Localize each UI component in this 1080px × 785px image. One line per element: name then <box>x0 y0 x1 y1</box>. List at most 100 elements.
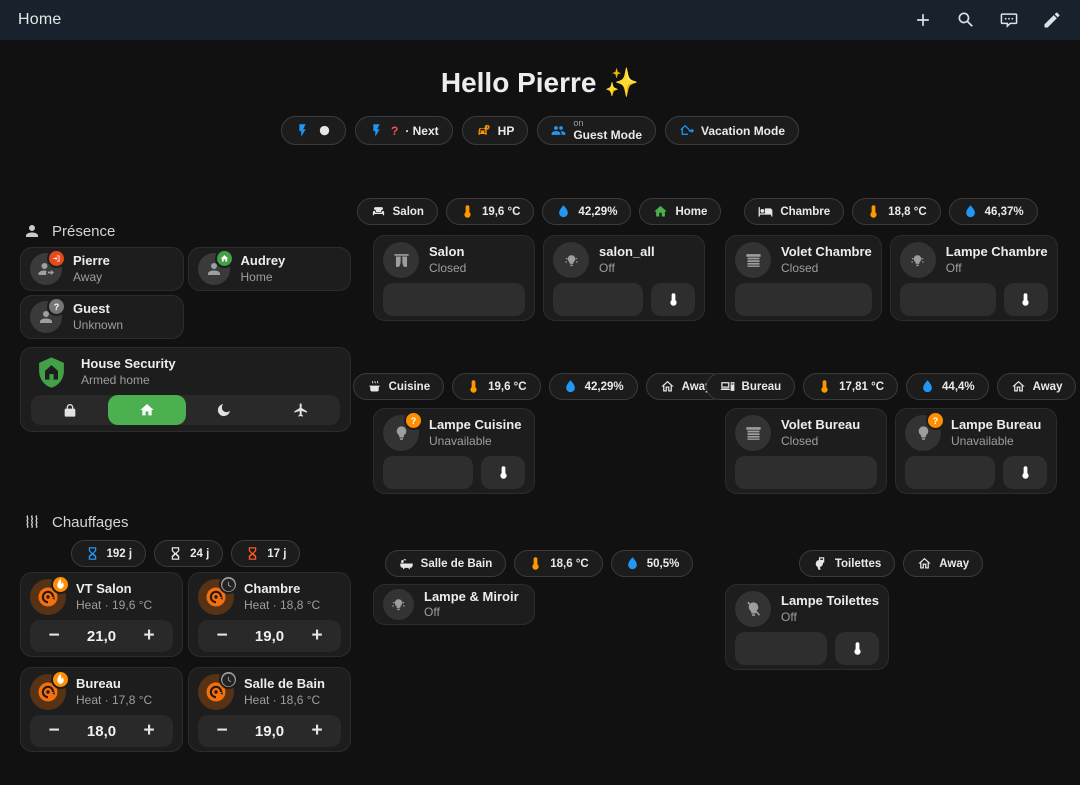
position-slider[interactable] <box>383 283 525 316</box>
bureau-humidity-chip[interactable]: 44,4% <box>906 373 989 400</box>
thermostat-head[interactable]: Salle de Bain Heat · 18,6 °C <box>198 670 341 710</box>
brightness-slider[interactable] <box>899 283 996 316</box>
cuisine-area-chip[interactable]: Cuisine <box>352 373 445 400</box>
thermostat-state: Heat · 18,6 °C <box>244 692 321 707</box>
thermostat-icon-button[interactable] <box>198 670 238 710</box>
brightness-slider[interactable] <box>553 283 643 316</box>
toilettes-presence-chip[interactable]: Away <box>903 550 984 577</box>
color-temp-button[interactable] <box>1003 283 1048 316</box>
hp-chip[interactable]: HP <box>461 116 529 145</box>
entity-head[interactable]: Salon Closed <box>383 242 525 278</box>
cover-icon-button[interactable] <box>735 242 771 278</box>
chip-label: 42,29% <box>584 380 624 393</box>
salon-humidity-chip[interactable]: 42,29% <box>542 198 632 225</box>
house-security-card[interactable]: House Security Armed home <box>20 347 351 432</box>
light-icon-button[interactable]: ? <box>905 411 945 451</box>
heating-time-chip-2[interactable]: 24 j <box>154 540 224 567</box>
vacation-mode-chip[interactable]: Vacation Mode <box>665 116 800 145</box>
thermometer-icon <box>466 379 481 394</box>
person-card-audrey[interactable]: Audrey Home <box>187 247 351 291</box>
position-slider[interactable] <box>735 283 872 316</box>
empty-cell <box>897 584 1057 670</box>
cover-icon-button[interactable] <box>383 242 419 278</box>
next-event-chip[interactable]: ? · Next <box>354 116 453 145</box>
bureau-temp-chip[interactable]: 17,81 °C <box>803 373 899 400</box>
arm-vacation-button[interactable] <box>263 395 340 425</box>
color-temp-button[interactable] <box>1003 456 1047 489</box>
chambre-temp-chip[interactable]: 18,8 °C <box>852 198 941 225</box>
decrease-temp-button[interactable]: − <box>48 625 60 646</box>
bureau-area-chip[interactable]: Bureau <box>705 373 796 400</box>
person-name: Pierre <box>73 253 110 269</box>
page-title: Home <box>18 11 62 28</box>
chambre-area-chip[interactable]: Chambre <box>744 198 845 225</box>
salon-temp-chip[interactable]: 19,6 °C <box>445 198 535 225</box>
color-temp-button[interactable] <box>481 456 525 489</box>
thermostat-icon-button[interactable] <box>30 575 70 615</box>
brightness-slider[interactable] <box>735 632 828 665</box>
light-icon-button[interactable] <box>383 589 414 620</box>
toilettes-area-chip[interactable]: Toilettes <box>798 550 896 577</box>
person-state: Home <box>240 269 273 284</box>
light-icon-button[interactable] <box>553 242 589 278</box>
salon-presence-chip[interactable]: Home <box>639 198 722 225</box>
brightness-slider[interactable] <box>905 456 995 489</box>
light-card-lampe-miroir[interactable]: Lampe & Miroir Off <box>373 584 535 625</box>
brightness-slider[interactable] <box>383 456 473 489</box>
salle-de-bain-temp-chip[interactable]: 18,6 °C <box>514 550 603 577</box>
edit-icon[interactable] <box>1042 10 1062 30</box>
salon-area-chip[interactable]: Salon <box>356 198 438 225</box>
arm-home-button[interactable] <box>108 395 186 425</box>
entity-head[interactable]: Lampe Toilettes Off <box>735 591 879 627</box>
salle-de-bain-humidity-chip[interactable]: 50,5% <box>610 550 694 577</box>
salle-de-bain-area-chip[interactable]: Salle de Bain <box>384 550 507 577</box>
increase-temp-button[interactable]: + <box>143 720 155 741</box>
increase-temp-button[interactable]: + <box>143 625 155 646</box>
chambre-humidity-chip[interactable]: 46,37% <box>948 198 1038 225</box>
assist-icon[interactable] <box>999 10 1019 30</box>
light-icon-button[interactable] <box>735 591 771 627</box>
water-drop-icon <box>963 204 978 219</box>
light-icon-button[interactable] <box>899 242 936 278</box>
light-icon-button[interactable]: ? <box>383 411 423 451</box>
person-card-pierre[interactable]: Pierre Away <box>20 247 184 291</box>
arm-away-button[interactable] <box>31 395 108 425</box>
power-chip[interactable] <box>280 116 346 145</box>
away-badge <box>47 249 66 268</box>
arm-night-button[interactable] <box>186 395 263 425</box>
thermostat-head[interactable]: Chambre Heat · 18,8 °C <box>198 575 341 615</box>
cover-icon-button[interactable] <box>735 415 771 451</box>
entity-head[interactable]: Volet Bureau Closed <box>735 415 877 451</box>
entity-head[interactable]: Volet Chambre Closed <box>735 242 872 278</box>
cuisine-temp-chip[interactable]: 19,6 °C <box>452 373 541 400</box>
color-temp-button[interactable] <box>651 283 695 316</box>
position-slider[interactable] <box>735 456 877 489</box>
decrease-temp-button[interactable]: − <box>48 720 60 741</box>
chip-label: 46,37% <box>984 205 1024 218</box>
entity-head[interactable]: ? Lampe Cuisine Unavailable <box>383 411 525 451</box>
search-icon[interactable] <box>956 10 976 30</box>
flame-icon <box>53 573 68 597</box>
guest-mode-chip[interactable]: on Guest Mode <box>537 116 656 145</box>
person-card-guest[interactable]: ? Guest Unknown <box>20 295 184 339</box>
decrease-temp-button[interactable]: − <box>216 625 228 646</box>
thermostat-icon-button[interactable] <box>30 670 70 710</box>
heating-time-chip-1[interactable]: 192 j <box>70 540 147 567</box>
increase-temp-button[interactable]: + <box>311 720 323 741</box>
heating-time-chip-3[interactable]: 17 j <box>231 540 301 567</box>
add-icon[interactable] <box>913 10 933 30</box>
thermostat-card-chambre: Chambre Heat · 18,8 °C − 19,0 + <box>188 572 351 657</box>
thermostat-head[interactable]: VT Salon Heat · 19,6 °C <box>30 575 173 615</box>
cuisine-humidity-chip[interactable]: 42,29% <box>548 373 638 400</box>
entity-head[interactable]: ? Lampe Bureau Unavailable <box>905 411 1047 451</box>
thermostat-text: VT Salon Heat · 19,6 °C <box>76 581 152 612</box>
entity-head[interactable]: Lampe Chambre Off <box>899 242 1048 278</box>
entity-head[interactable]: salon_all Off <box>553 242 695 278</box>
thermostat-icon-button[interactable] <box>198 575 238 615</box>
color-temp-button[interactable] <box>835 632 880 665</box>
increase-temp-button[interactable]: + <box>311 625 323 646</box>
light-controls <box>905 456 1047 489</box>
thermostat-head[interactable]: Bureau Heat · 17,8 °C <box>30 670 173 710</box>
decrease-temp-button[interactable]: − <box>216 720 228 741</box>
bureau-presence-chip[interactable]: Away <box>996 373 1077 400</box>
